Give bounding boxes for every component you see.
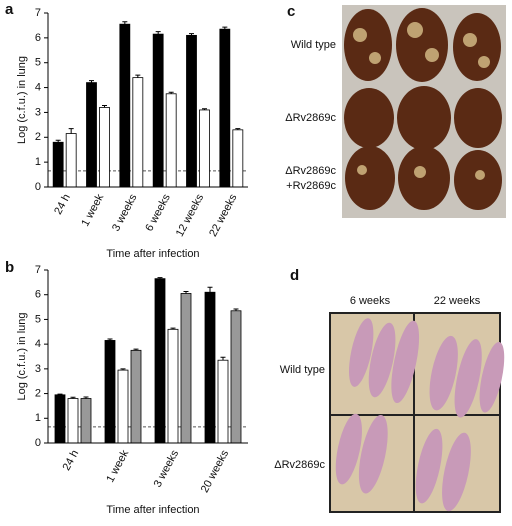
x-tick-label: 24 h bbox=[52, 192, 73, 217]
y-tick-label: 7 bbox=[35, 264, 41, 276]
error-bar bbox=[122, 21, 128, 25]
y-tick-label: 1 bbox=[35, 156, 41, 168]
bar bbox=[80, 398, 92, 444]
x-axis-label: Time after infection bbox=[106, 504, 199, 516]
x-tick-label: 20 weeks bbox=[199, 448, 232, 495]
panel-label: d bbox=[290, 267, 299, 284]
bar bbox=[219, 28, 231, 188]
y-tick-label: 7 bbox=[35, 7, 41, 19]
error-bar bbox=[70, 396, 76, 399]
bar bbox=[167, 328, 179, 444]
x-tick-label: 6 weeks bbox=[143, 192, 173, 234]
bar bbox=[99, 107, 110, 188]
bar bbox=[86, 82, 97, 188]
bar bbox=[65, 133, 77, 188]
error-bar bbox=[57, 393, 63, 395]
y-tick-label: 4 bbox=[35, 81, 41, 93]
y-tick-label: 6 bbox=[35, 289, 41, 301]
photo-d bbox=[329, 312, 505, 513]
error-bar bbox=[89, 80, 94, 83]
row-label: ΔRv2869c bbox=[285, 112, 336, 124]
column-label: 6 weeks bbox=[350, 295, 391, 307]
error-bar bbox=[135, 74, 141, 78]
error-bar bbox=[155, 31, 161, 35]
bar bbox=[186, 34, 197, 188]
y-tick-label: 5 bbox=[35, 57, 41, 69]
y-tick-label: 5 bbox=[35, 313, 41, 325]
bar bbox=[117, 369, 129, 444]
y-tick-label: 1 bbox=[35, 412, 41, 424]
error-bar bbox=[207, 286, 213, 293]
panel-label: c bbox=[287, 3, 295, 20]
x-tick-label: 1 week bbox=[104, 448, 131, 485]
bar bbox=[104, 340, 116, 444]
error-bar bbox=[222, 26, 228, 30]
row-label: ΔRv2869c bbox=[285, 165, 336, 177]
x-tick-label: 1 week bbox=[79, 192, 106, 229]
photo-c bbox=[342, 5, 506, 218]
bar bbox=[119, 23, 131, 188]
error-bar bbox=[170, 327, 176, 330]
column-label: 22 weeks bbox=[434, 295, 481, 307]
x-tick-label: 24 h bbox=[61, 448, 82, 473]
error-bar bbox=[157, 277, 163, 279]
error-bar bbox=[168, 91, 174, 94]
bar bbox=[165, 93, 177, 188]
error-bar bbox=[183, 291, 189, 294]
error-bar bbox=[107, 338, 113, 341]
bar bbox=[130, 349, 142, 444]
error-bar bbox=[189, 33, 194, 36]
error-bar bbox=[83, 396, 89, 399]
row-label: Wild type bbox=[291, 39, 336, 51]
x-axis-label: Time after infection bbox=[106, 248, 199, 260]
bar bbox=[204, 291, 216, 444]
error-bar bbox=[220, 356, 226, 361]
y-axis-label: Log (c.f.u.) in lung bbox=[16, 312, 28, 400]
x-tick-label: 22 weeks bbox=[207, 192, 240, 239]
error-bar bbox=[120, 368, 126, 371]
y-tick-label: 2 bbox=[35, 131, 41, 143]
error-bar bbox=[55, 139, 61, 143]
error-bar bbox=[102, 104, 107, 108]
y-tick-label: 6 bbox=[35, 32, 41, 44]
bar bbox=[54, 394, 66, 444]
y-tick-label: 3 bbox=[35, 363, 41, 375]
y-tick-label: 2 bbox=[35, 387, 41, 399]
x-tick-label: 3 weeks bbox=[110, 192, 140, 234]
row-label: ΔRv2869c bbox=[274, 459, 325, 471]
y-axis-label: Log (c.f.u.) in lung bbox=[16, 56, 28, 144]
bar bbox=[67, 398, 79, 444]
bar bbox=[180, 293, 192, 444]
x-tick-label: 12 weeks bbox=[174, 192, 207, 239]
y-tick-label: 0 bbox=[35, 437, 41, 449]
bar bbox=[232, 129, 244, 188]
bar bbox=[152, 33, 164, 188]
error-bar bbox=[233, 308, 239, 311]
error-bar bbox=[235, 128, 241, 130]
panel-label: b bbox=[5, 259, 14, 276]
bar bbox=[230, 310, 242, 444]
panel-label: a bbox=[5, 1, 14, 18]
bar bbox=[52, 141, 64, 188]
y-tick-label: 4 bbox=[35, 338, 41, 350]
y-tick-label: 0 bbox=[35, 181, 41, 193]
error-bar bbox=[68, 128, 74, 134]
row-label: +Rv2869c bbox=[286, 180, 336, 192]
row-label: Wild type bbox=[280, 364, 325, 376]
bar bbox=[217, 359, 229, 444]
bar bbox=[154, 278, 166, 444]
error-bar bbox=[133, 348, 139, 351]
bar bbox=[132, 77, 144, 188]
y-tick-label: 3 bbox=[35, 106, 41, 118]
bar bbox=[199, 109, 210, 188]
error-bar bbox=[202, 108, 207, 110]
x-tick-label: 3 weeks bbox=[152, 448, 182, 490]
